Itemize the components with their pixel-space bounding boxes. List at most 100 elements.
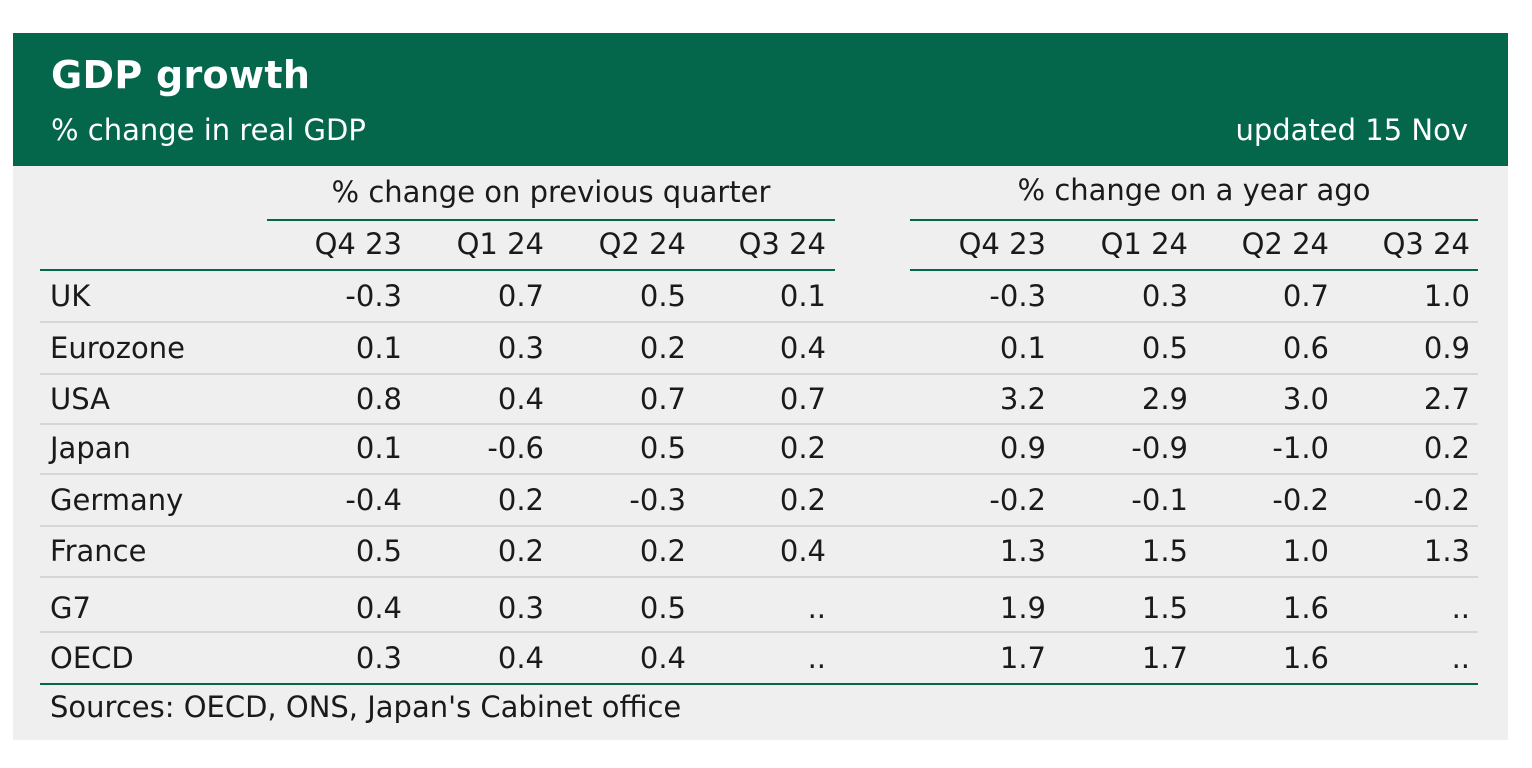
table-cell: 0.2 <box>779 431 826 465</box>
table-cell: 1.5 <box>1141 534 1188 568</box>
table-cell: 0.4 <box>779 534 826 568</box>
row-label: France <box>50 534 147 568</box>
table-cell: 0.2 <box>497 534 544 568</box>
table-cell: 1.6 <box>1282 641 1329 675</box>
table-cell: 0.7 <box>639 382 686 416</box>
table-cell: 1.6 <box>1282 591 1329 625</box>
table-cell: -0.2 <box>1413 483 1470 517</box>
group-header-year: % change on a year ago <box>1017 173 1371 207</box>
table-cell: 0.7 <box>497 279 544 313</box>
row-divider <box>40 473 1478 475</box>
gdp-growth-panel: GDP growth % change in real GDP updated … <box>13 33 1508 740</box>
column-header: Q2 24 <box>1241 227 1329 261</box>
table-cell: 1.9 <box>999 591 1046 625</box>
table-cell: -0.3 <box>989 279 1046 313</box>
table-cell: 0.3 <box>497 331 544 365</box>
header-rule-year <box>910 269 1478 271</box>
table-cell: -0.6 <box>487 431 544 465</box>
column-header: Q4 23 <box>314 227 402 261</box>
table-cell: .. <box>807 641 826 675</box>
column-header: Q1 24 <box>1100 227 1188 261</box>
table-cell: 0.5 <box>639 279 686 313</box>
table-cell: -0.4 <box>345 483 402 517</box>
row-divider <box>40 525 1478 527</box>
column-header: Q2 24 <box>598 227 686 261</box>
row-divider <box>40 576 1478 578</box>
table-cell: -0.2 <box>1272 483 1329 517</box>
table-cell: 1.5 <box>1141 591 1188 625</box>
table-cell: 0.1 <box>355 431 402 465</box>
row-label: Germany <box>50 483 184 517</box>
column-header: Q3 24 <box>1382 227 1470 261</box>
row-label: Eurozone <box>50 331 185 365</box>
table-cell: .. <box>1451 591 1470 625</box>
table-cell: 0.1 <box>999 331 1046 365</box>
table-cell: 0.9 <box>1423 331 1470 365</box>
table-cell: 0.3 <box>355 641 402 675</box>
column-header: Q4 23 <box>958 227 1046 261</box>
table-cell: 0.5 <box>1141 331 1188 365</box>
row-label: UK <box>50 279 91 313</box>
row-label: G7 <box>50 591 91 625</box>
table-cell: 0.8 <box>355 382 402 416</box>
row-label: OECD <box>50 641 134 675</box>
table-cell: .. <box>807 591 826 625</box>
table-cell: 0.2 <box>497 483 544 517</box>
table-cell: -1.0 <box>1272 431 1329 465</box>
table-cell: 0.4 <box>355 591 402 625</box>
table-cell: 1.3 <box>999 534 1046 568</box>
row-label: Japan <box>50 431 131 465</box>
panel-header: GDP growth % change in real GDP updated … <box>13 33 1508 166</box>
table-cell: 0.1 <box>355 331 402 365</box>
column-header: Q3 24 <box>738 227 826 261</box>
table-cell: 1.3 <box>1423 534 1470 568</box>
table-bottom-rule <box>40 683 1478 685</box>
table-cell: 1.0 <box>1282 534 1329 568</box>
table-cell: 0.9 <box>999 431 1046 465</box>
table-cell: 0.5 <box>355 534 402 568</box>
page-subtitle: % change in real GDP <box>51 113 366 147</box>
table-cell: -0.3 <box>629 483 686 517</box>
page-title: GDP growth <box>51 53 311 97</box>
table-cell: 0.7 <box>779 382 826 416</box>
table-cell: 0.4 <box>497 382 544 416</box>
table-cell: 0.4 <box>639 641 686 675</box>
row-divider <box>40 373 1478 375</box>
row-divider <box>40 321 1478 323</box>
table-cell: 0.4 <box>779 331 826 365</box>
table-cell: 0.1 <box>779 279 826 313</box>
group-rule-quarter <box>267 219 835 221</box>
table-cell: 3.2 <box>999 382 1046 416</box>
group-rule-year <box>910 219 1478 221</box>
updated-date: updated 15 Nov <box>1235 113 1468 147</box>
table-cell: 0.5 <box>639 591 686 625</box>
table-cell: 0.3 <box>497 591 544 625</box>
table-cell: 0.5 <box>639 431 686 465</box>
table-cell: 0.4 <box>497 641 544 675</box>
row-label: USA <box>50 382 111 416</box>
table-cell: .. <box>1451 641 1470 675</box>
row-divider <box>40 423 1478 425</box>
table-cell: -0.2 <box>989 483 1046 517</box>
table-cell: 0.2 <box>639 331 686 365</box>
row-divider <box>40 631 1478 633</box>
table-cell: 1.7 <box>1141 641 1188 675</box>
table-cell: -0.3 <box>345 279 402 313</box>
table-cell: 0.6 <box>1282 331 1329 365</box>
source-note: Sources: OECD, ONS, Japan's Cabinet offi… <box>50 690 682 724</box>
table-cell: 2.9 <box>1141 382 1188 416</box>
table-cell: -0.9 <box>1131 431 1188 465</box>
header-rule-quarter <box>40 269 835 271</box>
table-cell: 0.3 <box>1141 279 1188 313</box>
column-header: Q1 24 <box>456 227 544 261</box>
table-cell: 0.2 <box>1423 431 1470 465</box>
table-cell: -0.1 <box>1131 483 1188 517</box>
group-header-quarter: % change on previous quarter <box>331 175 771 209</box>
table-cell: 2.7 <box>1423 382 1470 416</box>
table-cell: 3.0 <box>1282 382 1329 416</box>
table-cell: 1.7 <box>999 641 1046 675</box>
table-cell: 0.2 <box>639 534 686 568</box>
table-cell: 1.0 <box>1423 279 1470 313</box>
table-cell: 0.2 <box>779 483 826 517</box>
table-cell: 0.7 <box>1282 279 1329 313</box>
